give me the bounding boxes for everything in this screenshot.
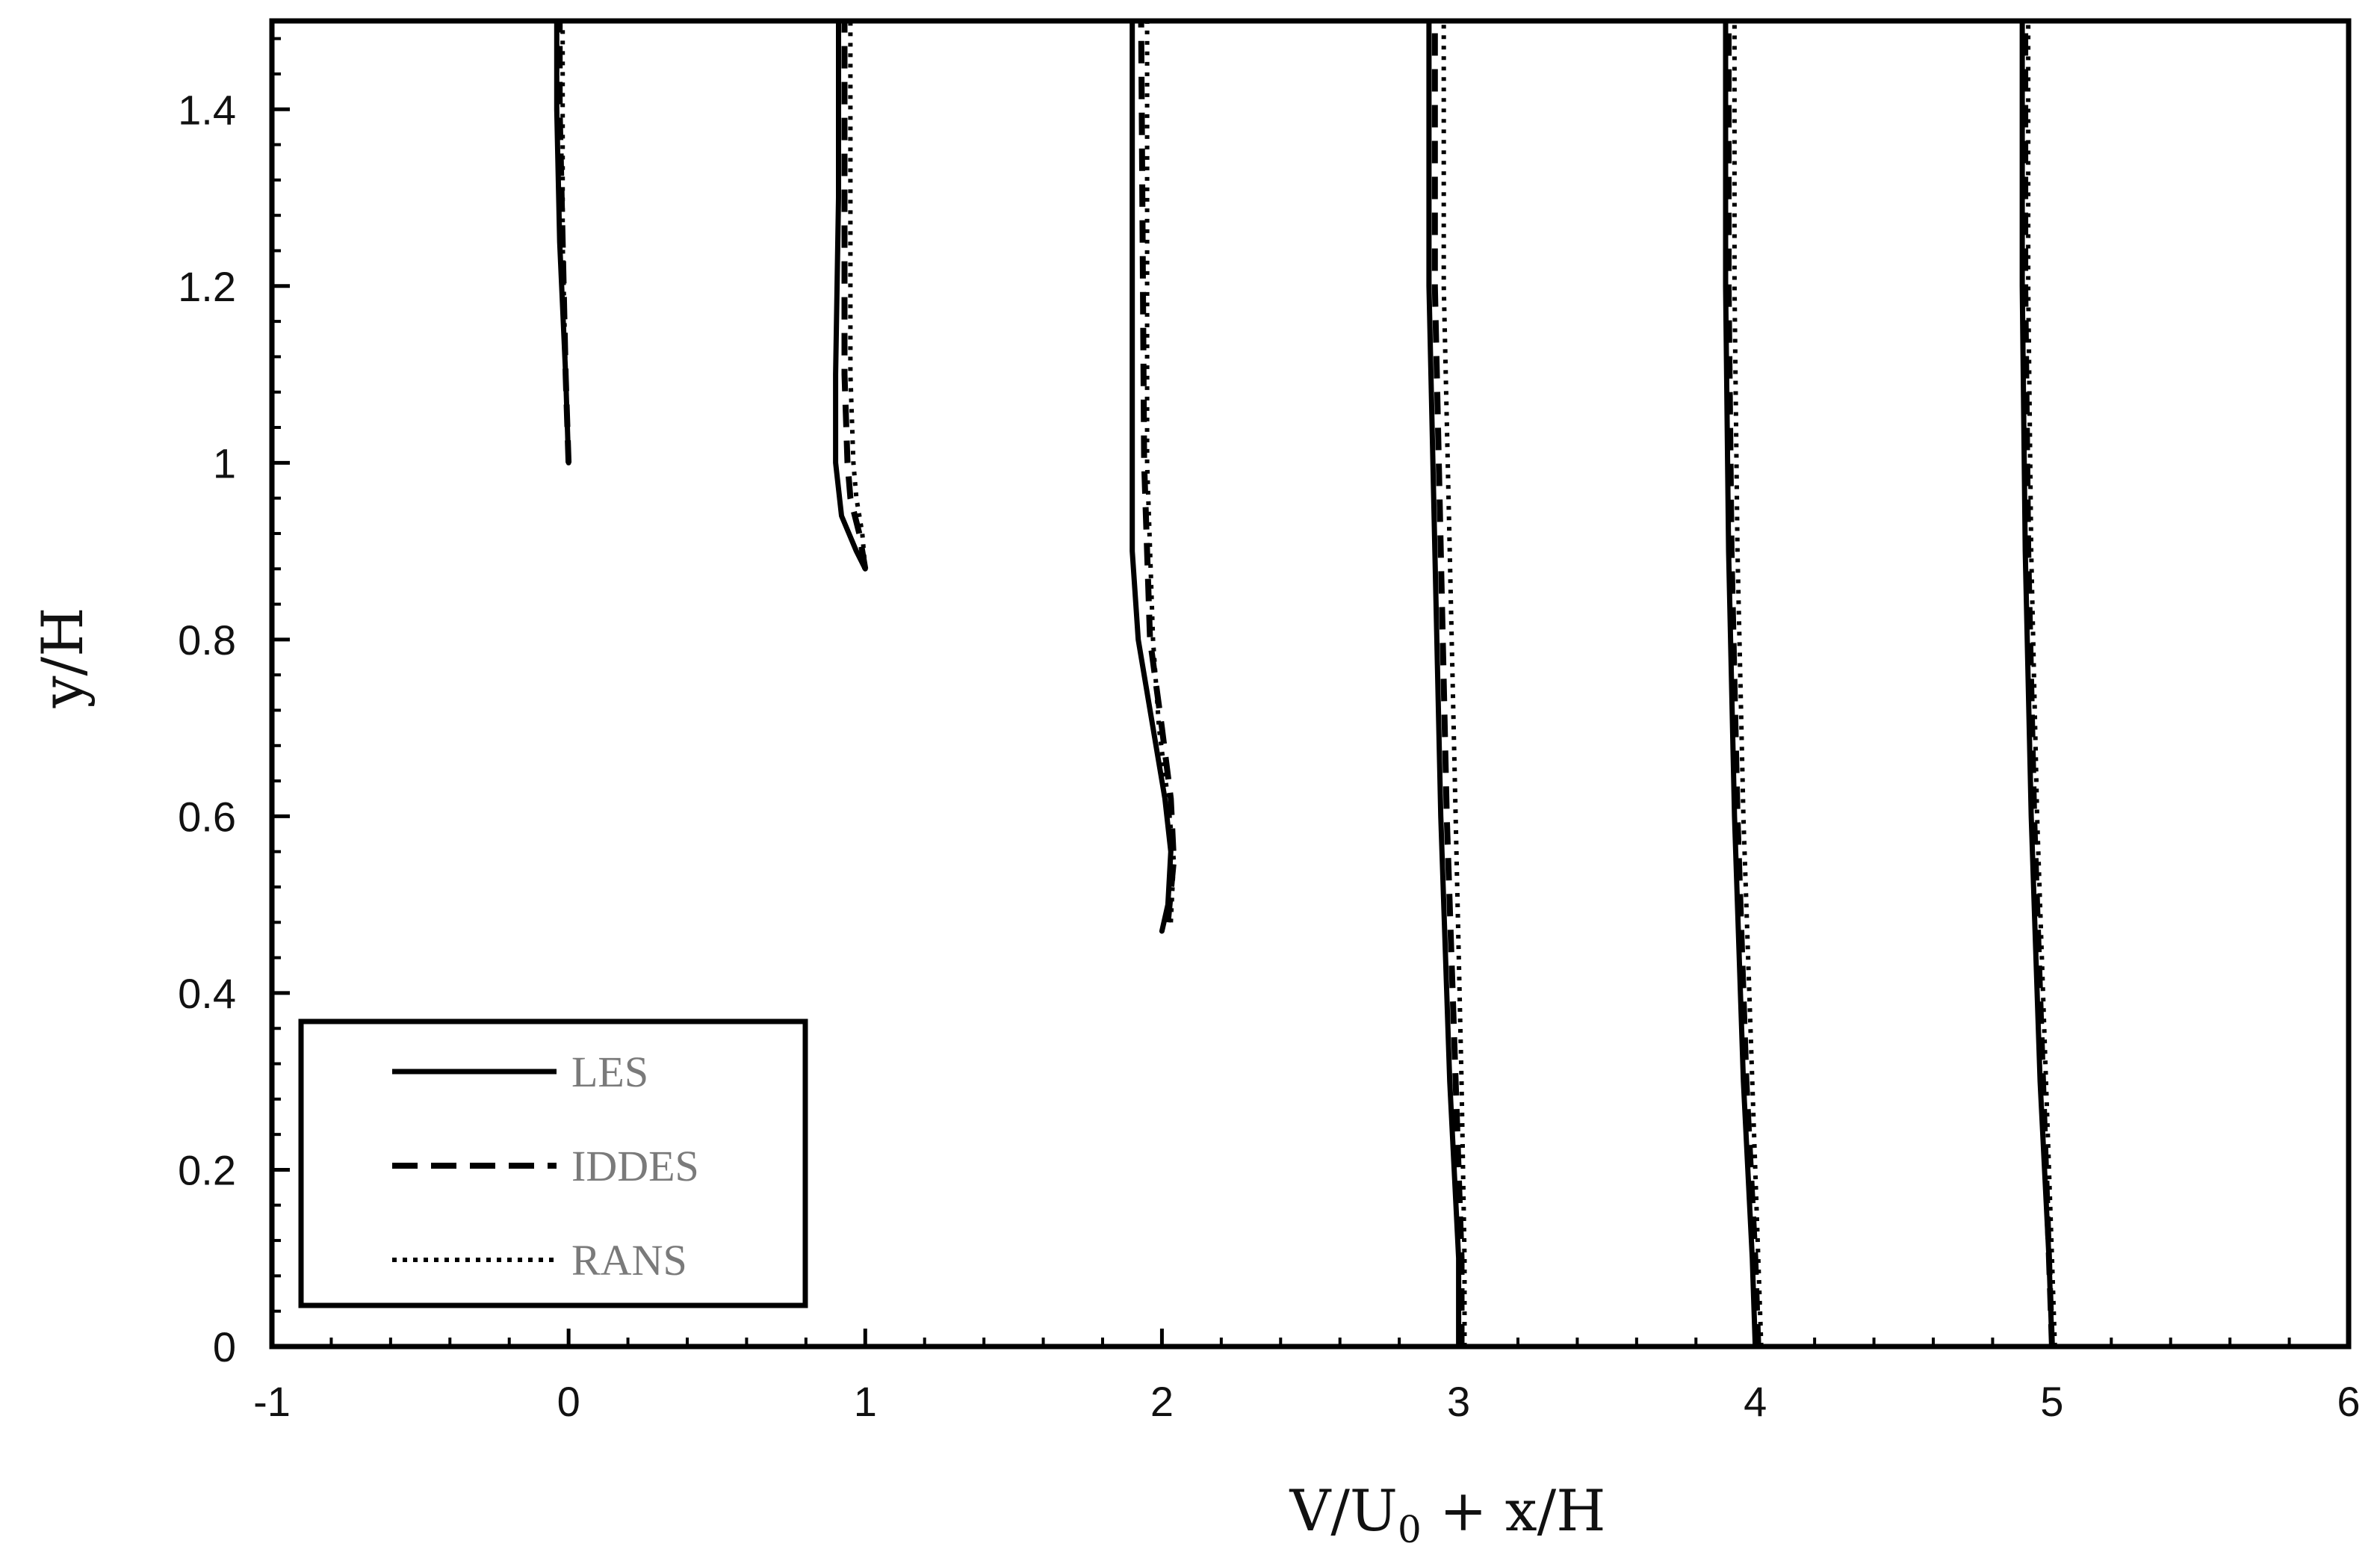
- legend-label-iddes: IDDES: [571, 1142, 699, 1190]
- x-tick-label: 1: [854, 1378, 877, 1425]
- rans-profile-2: [848, 21, 868, 569]
- y-tick-label: 1.4: [178, 86, 236, 133]
- series-group: [554, 18, 2057, 1350]
- x-tick-labels: -1 0 1 2 3 4 5 6: [253, 1378, 2360, 1425]
- x-tick-label: 6: [2337, 1378, 2360, 1425]
- iddes-profile-4: [1431, 21, 1465, 1347]
- les-profile-1: [554, 18, 571, 466]
- les-profile-2: [833, 18, 868, 572]
- x-axis-title: V/U0 + x/H: [1289, 1477, 1605, 1551]
- les-profile-5: [1723, 18, 1758, 1350]
- x-tick-label: 3: [1447, 1378, 1470, 1425]
- x-tick-label: 4: [1744, 1378, 1767, 1425]
- y-tick-label: 0.6: [178, 793, 236, 840]
- rans-profile-3: [1144, 21, 1177, 923]
- legend: LES IDDES RANS: [298, 1018, 808, 1308]
- x-tick-label: -1: [253, 1378, 291, 1425]
- y-tick-labels: 0 0.2 0.4 0.6 0.8 1 1.2 1.4: [178, 86, 236, 1370]
- iddes-profile-5: [1726, 21, 1761, 1347]
- les-profile-6: [2019, 18, 2055, 1350]
- x-axis-title-subscript: 0: [1398, 1508, 1422, 1551]
- les-profile-3: [1129, 18, 1174, 934]
- x-tick-label: 2: [1150, 1378, 1174, 1425]
- y-tick-label: 0: [213, 1323, 236, 1370]
- x-axis-title-rest: + x/H: [1422, 1477, 1606, 1544]
- legend-label-rans: RANS: [571, 1236, 687, 1285]
- y-tick-label: 1: [213, 439, 236, 486]
- iddes-profile-1: [557, 21, 572, 463]
- iddes-profile-3: [1138, 20, 1177, 923]
- y-tick-label: 0.8: [178, 616, 236, 664]
- y-axis-title: y/H: [29, 608, 96, 709]
- legend-label-les: LES: [571, 1048, 648, 1096]
- y-tick-label: 0.4: [178, 970, 236, 1017]
- x-tick-label: 5: [2040, 1378, 2063, 1425]
- les-profile-4: [1426, 18, 1462, 1350]
- plot-frame: [269, 18, 2352, 1350]
- y-tick-label: 1.2: [178, 263, 236, 310]
- x-axis-title-main: V/U: [1289, 1477, 1398, 1544]
- iddes-profile-2: [841, 21, 869, 569]
- y-tick-label: 0.2: [178, 1146, 236, 1193]
- x-tick-label: 0: [557, 1378, 580, 1425]
